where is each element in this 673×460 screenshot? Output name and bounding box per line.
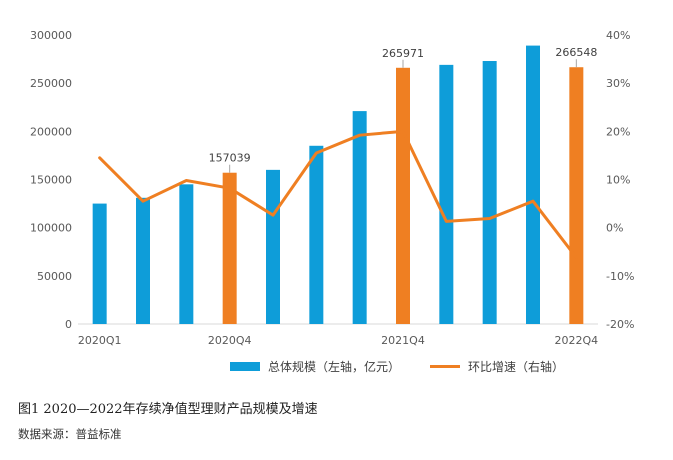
- x-axis-tick-label: 2020Q4: [208, 334, 252, 347]
- x-axis-tick-label: 2021Q4: [381, 334, 425, 347]
- right-axis-tick-label: -20%: [606, 318, 634, 331]
- legend-bar-swatch: [230, 362, 260, 371]
- bar: [439, 64, 454, 324]
- bar-data-label: 266548: [555, 46, 597, 59]
- legend-line-label: 环比增速（右轴）: [468, 359, 564, 374]
- bar-series: [92, 45, 584, 324]
- legend-bar-label: 总体规模（左轴，亿元）: [268, 359, 400, 374]
- bar: [266, 169, 280, 324]
- right-axis-tick-label: 40%: [606, 29, 630, 42]
- right-axis-tick-label: 10%: [606, 174, 630, 187]
- data-source: 数据来源：普益标准: [18, 427, 122, 441]
- bar: [136, 197, 150, 324]
- line-series: [98, 129, 578, 260]
- bar: [526, 45, 540, 324]
- bar: [92, 203, 107, 324]
- left-axis: 0 50000 100000 150000 200000 250000 300000: [30, 29, 72, 331]
- chart: 0 50000 100000 150000 200000 250000 300000 -20…: [30, 29, 634, 374]
- left-axis-tick-label: 150000: [30, 174, 72, 187]
- left-axis-tick-label: 0: [65, 318, 72, 331]
- bar: [179, 184, 194, 324]
- right-axis-tick-label: 30%: [606, 77, 630, 90]
- growth-rate-line: [98, 129, 578, 260]
- right-axis-tick-label: 0%: [606, 222, 623, 235]
- right-axis: -20% -10% 0% 10% 20% 30% 40%: [606, 29, 634, 331]
- x-axis-tick-label: 2020Q1: [78, 334, 122, 347]
- bar: [396, 67, 410, 324]
- bar-data-label: 157039: [209, 152, 251, 165]
- x-axis-tick-label: 2022Q4: [555, 334, 599, 347]
- left-axis-tick-label: 300000: [30, 29, 72, 42]
- left-axis-tick-label: 250000: [30, 77, 72, 90]
- legend: 总体规模（左轴，亿元） 环比增速（右轴）: [230, 359, 564, 374]
- x-axis: 2020Q1 2020Q4 2021Q4 2022Q4: [78, 334, 598, 347]
- bar: [482, 61, 497, 324]
- bar: [222, 172, 237, 324]
- bar: [569, 67, 584, 324]
- right-axis-tick-label: 20%: [606, 125, 630, 138]
- left-axis-tick-label: 200000: [30, 125, 72, 138]
- bar-data-label: 265971: [382, 47, 424, 60]
- bar: [309, 145, 324, 324]
- right-axis-tick-label: -10%: [606, 270, 634, 283]
- left-axis-tick-label: 100000: [30, 222, 72, 235]
- figure-caption: 图1 2020—2022年存续净值型理财产品规模及增速: [18, 402, 318, 417]
- data-labels: 157039 265971 266548: [209, 46, 597, 173]
- left-axis-tick-label: 50000: [37, 270, 72, 283]
- bar: [352, 111, 367, 324]
